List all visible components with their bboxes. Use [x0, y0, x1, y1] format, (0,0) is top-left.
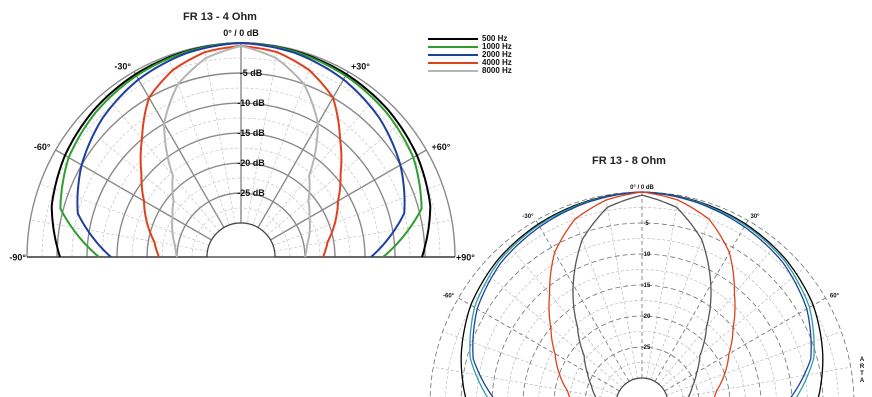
radial-tick-label: -20 dB: [237, 158, 265, 168]
angle-tick-label: 0° / 0 dB: [630, 185, 654, 191]
radial-tick-label: -25 dB: [237, 188, 265, 198]
grid-spoke: [679, 366, 851, 397]
grid-arc: [507, 269, 777, 397]
radial-tick-label: -20: [642, 314, 651, 320]
grid-arc: [491, 253, 793, 397]
grid-arc: [41, 57, 441, 258]
radial-tick-label: -10 dB: [237, 98, 265, 108]
angle-tick-label: +60°: [432, 142, 451, 152]
series-line-4: [163, 45, 319, 258]
grid-arc: [176, 192, 306, 258]
chart-title-8ohm: FR 13 - 8 Ohm: [592, 155, 666, 167]
legend-label: 8000 Hz: [482, 66, 512, 75]
legend-item: 500 Hz: [428, 35, 512, 43]
grid-arc: [585, 346, 699, 397]
angle-tick-label: -30°: [114, 62, 131, 72]
grid-arc: [116, 132, 366, 258]
radial-tick-label: -25: [642, 345, 651, 351]
side-mark-letter: A: [860, 378, 865, 384]
series-line-2: [76, 42, 406, 258]
series-line-4: [572, 194, 712, 397]
radial-tick-label: -15: [642, 283, 651, 289]
angle-tick-label: -60°: [34, 142, 51, 152]
grid-arc: [476, 238, 808, 397]
plot-area: [26, 42, 456, 258]
legend-label: 2000 Hz: [482, 50, 512, 59]
grid-arc: [538, 300, 746, 397]
angle-tick-label: 30°: [751, 214, 761, 220]
grid-spoke: [658, 241, 779, 385]
grid-arc: [460, 222, 824, 397]
angle-tick-label: 60°: [830, 294, 840, 300]
center-hole: [206, 222, 276, 258]
grid-arc: [86, 102, 396, 258]
radial-tick-label: -5: [643, 221, 649, 227]
angle-tick-label: +90°: [456, 253, 475, 263]
legend-item: 8000 Hz: [428, 67, 512, 75]
angle-tick-label: -30°: [522, 214, 534, 220]
legend-swatch: [428, 62, 478, 64]
series-line-3: [548, 191, 736, 397]
grid-spoke: [646, 195, 680, 379]
grid-arc: [161, 177, 321, 258]
legend-swatch: [428, 54, 478, 56]
grid-arc: [101, 117, 381, 258]
side-mark-letter: T: [860, 371, 864, 377]
radial-tick-label: -10: [642, 252, 651, 258]
legend-label: 1000 Hz: [482, 42, 512, 51]
side-mark-letter: R: [860, 364, 865, 370]
grid-arc: [146, 162, 336, 258]
legend-swatch: [428, 70, 478, 72]
center-hole: [616, 377, 668, 397]
legend-swatch: [428, 46, 478, 48]
radial-tick-label: -5 dB: [240, 68, 263, 78]
grid-arc: [553, 315, 731, 397]
legend: 500 Hz 1000 Hz 2000 Hz 4000 Hz 8000 Hz: [428, 35, 512, 75]
grid-spoke: [458, 297, 620, 392]
legend-swatch: [428, 38, 478, 40]
angle-tick-label: 0° / 0 dB: [223, 28, 259, 38]
legend-item: 4000 Hz: [428, 59, 512, 67]
legend-item: 1000 Hz: [428, 43, 512, 51]
grid-arc: [600, 362, 684, 397]
grid-spoke: [505, 241, 626, 385]
angle-tick-label: -90°: [9, 253, 26, 263]
grid-arc: [522, 284, 762, 397]
side-mark-letter: A: [860, 357, 865, 363]
grid-spoke: [569, 204, 634, 380]
plot-area: [429, 191, 855, 397]
legend-label: 4000 Hz: [482, 58, 512, 67]
grid-arc: [191, 207, 291, 258]
grid-spoke: [433, 366, 605, 397]
grid-arc: [71, 87, 411, 258]
angle-tick-label: +30°: [351, 62, 370, 72]
chart-title-4ohm: FR 13 - 4 Ohm: [183, 11, 257, 23]
legend-label: 500 Hz: [482, 34, 508, 43]
radial-tick-label: -15 dB: [237, 128, 265, 138]
legend-item: 2000 Hz: [428, 51, 512, 59]
angle-tick-label: -60°: [443, 294, 455, 300]
grid-arc: [56, 72, 426, 258]
